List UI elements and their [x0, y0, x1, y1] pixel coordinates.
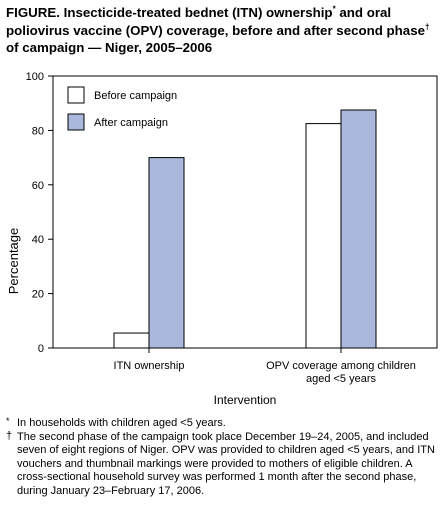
- y-tick-label: 80: [32, 125, 44, 137]
- legend-swatch: [67, 86, 85, 104]
- title-text-1: FIGURE. Insecticide-treated bednet (ITN)…: [6, 5, 333, 20]
- x-axis-label: Intervention: [214, 393, 277, 407]
- title-text-3: of campaign — Niger, 2005–2006: [6, 40, 213, 55]
- footnotes: * In households with children aged <5 ye…: [6, 416, 438, 499]
- title-footnote-mark-dagger: †: [425, 22, 430, 32]
- bar: [113, 332, 150, 349]
- plot-area-frame: [52, 75, 438, 349]
- bars: [113, 109, 377, 349]
- x-category-label: OPV coverage among children: [266, 360, 416, 372]
- x-category-label: aged <5 years: [306, 373, 377, 385]
- footnote-text: In households with children aged <5 year…: [17, 417, 226, 429]
- y-axis-ticks: 0 20 40 60 80 100: [26, 71, 53, 355]
- figure-title: FIGURE. Insecticide-treated bednet (ITN)…: [6, 4, 444, 57]
- x-axis-categories: ITN ownership OPV coverage among children…: [114, 348, 416, 385]
- footnote-star: * In households with children aged <5 ye…: [6, 416, 438, 431]
- bar: [148, 157, 185, 349]
- legend-label: After campaign: [94, 117, 168, 129]
- x-category-label: ITN ownership: [114, 360, 185, 372]
- footnote-mark: *: [6, 416, 10, 426]
- title-text-2: and oral poliovirus vaccine (OPV) covera…: [6, 5, 425, 38]
- title-footnote-mark-star: *: [332, 4, 336, 14]
- bar: [340, 109, 377, 349]
- y-tick-label: 40: [32, 234, 44, 246]
- footnote-mark: †: [6, 429, 13, 442]
- y-tick-label: 0: [38, 343, 44, 355]
- footnote-text: The second phase of the campaign took pl…: [17, 430, 435, 497]
- footnote-dagger: † The second phase of the campaign took …: [6, 429, 438, 499]
- y-tick-label: 60: [32, 180, 44, 192]
- chart-axes: [52, 75, 438, 349]
- legend-swatch: [67, 113, 85, 131]
- legend: Before campaign After campaign: [67, 86, 177, 131]
- legend-label: Before campaign: [94, 90, 177, 102]
- y-tick-label: 100: [26, 71, 44, 83]
- bar: [305, 123, 342, 349]
- y-axis-label: Percentage: [6, 228, 21, 295]
- bar-chart: 0 20 40 60 80 100 ITN ownership OPV coverage a…: [6, 71, 438, 407]
- y-tick-label: 20: [32, 289, 44, 301]
